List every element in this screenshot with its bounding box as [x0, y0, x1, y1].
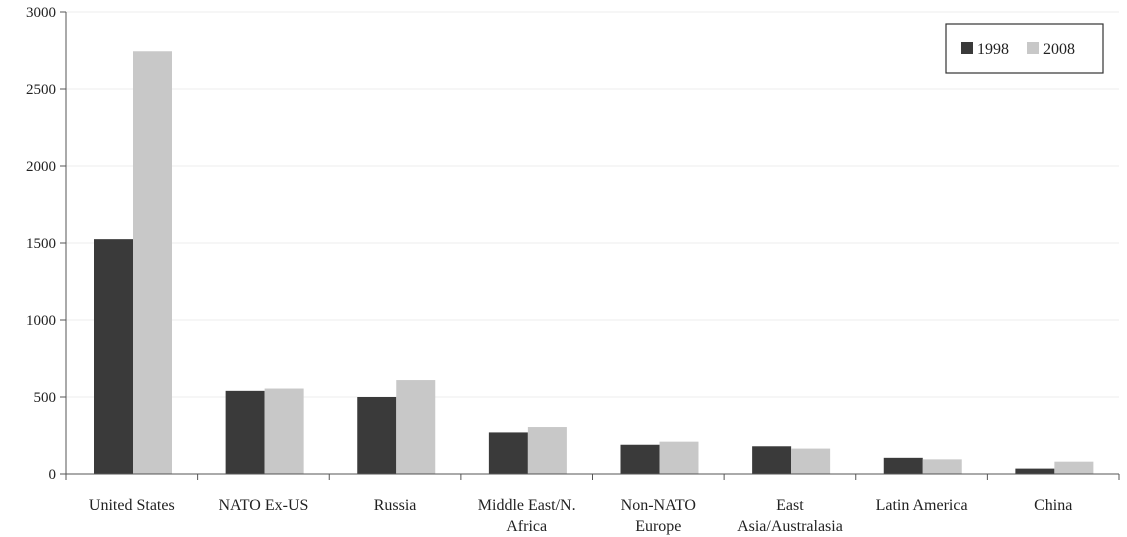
- x-category-label-line: Africa: [506, 518, 547, 535]
- bar-2008-7: [1054, 461, 1094, 474]
- bars: [94, 51, 1094, 475]
- x-category-label-line: East: [776, 497, 804, 514]
- y-tick-label: 3000: [26, 5, 56, 21]
- x-category-label-line: Middle East/N.: [478, 497, 576, 514]
- x-category-label: NATO Ex-US: [218, 497, 308, 514]
- legend-label-2008: 2008: [1043, 41, 1075, 58]
- x-category-label-line: Latin America: [876, 497, 968, 514]
- x-axis: United States NATO Ex-US Russia Middle East…: [65, 473, 1120, 535]
- x-category-label: Middle East/N. Africa: [478, 497, 576, 535]
- x-category-label-line: Europe: [635, 518, 681, 535]
- x-category-label: East Asia/Australasia: [737, 497, 843, 535]
- x-category-label-line: Non-NATO: [621, 497, 696, 514]
- bar-2008-6: [922, 459, 962, 474]
- y-tick-label: 1000: [26, 313, 56, 329]
- y-tick-label: 1500: [26, 236, 56, 252]
- bar-2008-3: [527, 427, 567, 474]
- legend-swatch-2008: [1027, 42, 1039, 54]
- x-category-label-line: United States: [89, 497, 175, 514]
- y-tick-label: 2000: [26, 159, 56, 175]
- x-category-label: Latin America: [876, 497, 968, 514]
- bar-2008-5: [791, 448, 831, 474]
- bar-1998-0: [94, 239, 133, 474]
- x-category-label-line: Russia: [374, 497, 417, 514]
- y-axis: 0 500 1000 1500 2000 2500 3000: [26, 5, 67, 483]
- x-category-label: China: [1034, 497, 1072, 514]
- bar-1998-7: [1015, 468, 1055, 474]
- x-category-label-line: China: [1034, 497, 1072, 514]
- bar-2008-4: [659, 441, 699, 474]
- bar-2008-1: [264, 388, 304, 474]
- x-category-label-line: Asia/Australasia: [737, 518, 843, 535]
- bar-1998-4: [620, 444, 660, 474]
- x-category-label: Russia: [374, 497, 417, 514]
- y-tick-label: 2500: [26, 82, 56, 98]
- legend: 1998 2008: [945, 23, 1104, 74]
- y-tick-label: 0: [49, 467, 57, 483]
- bar-1998-1: [225, 390, 265, 474]
- bar-2008-0: [133, 51, 172, 475]
- bar-2008-2: [396, 380, 436, 474]
- gridlines: [66, 11, 1119, 398]
- bar-1998-3: [488, 432, 528, 474]
- bar-1998-2: [357, 397, 397, 474]
- x-category-label: Non-NATO Europe: [621, 497, 696, 535]
- x-category-label: United States: [89, 497, 175, 514]
- x-category-label-line: NATO Ex-US: [218, 497, 308, 514]
- bar-1998-5: [752, 446, 792, 474]
- bar-1998-6: [883, 457, 923, 474]
- y-tick-label: 500: [34, 390, 57, 406]
- legend-label-1998: 1998: [977, 41, 1009, 58]
- legend-swatch-1998: [961, 42, 973, 54]
